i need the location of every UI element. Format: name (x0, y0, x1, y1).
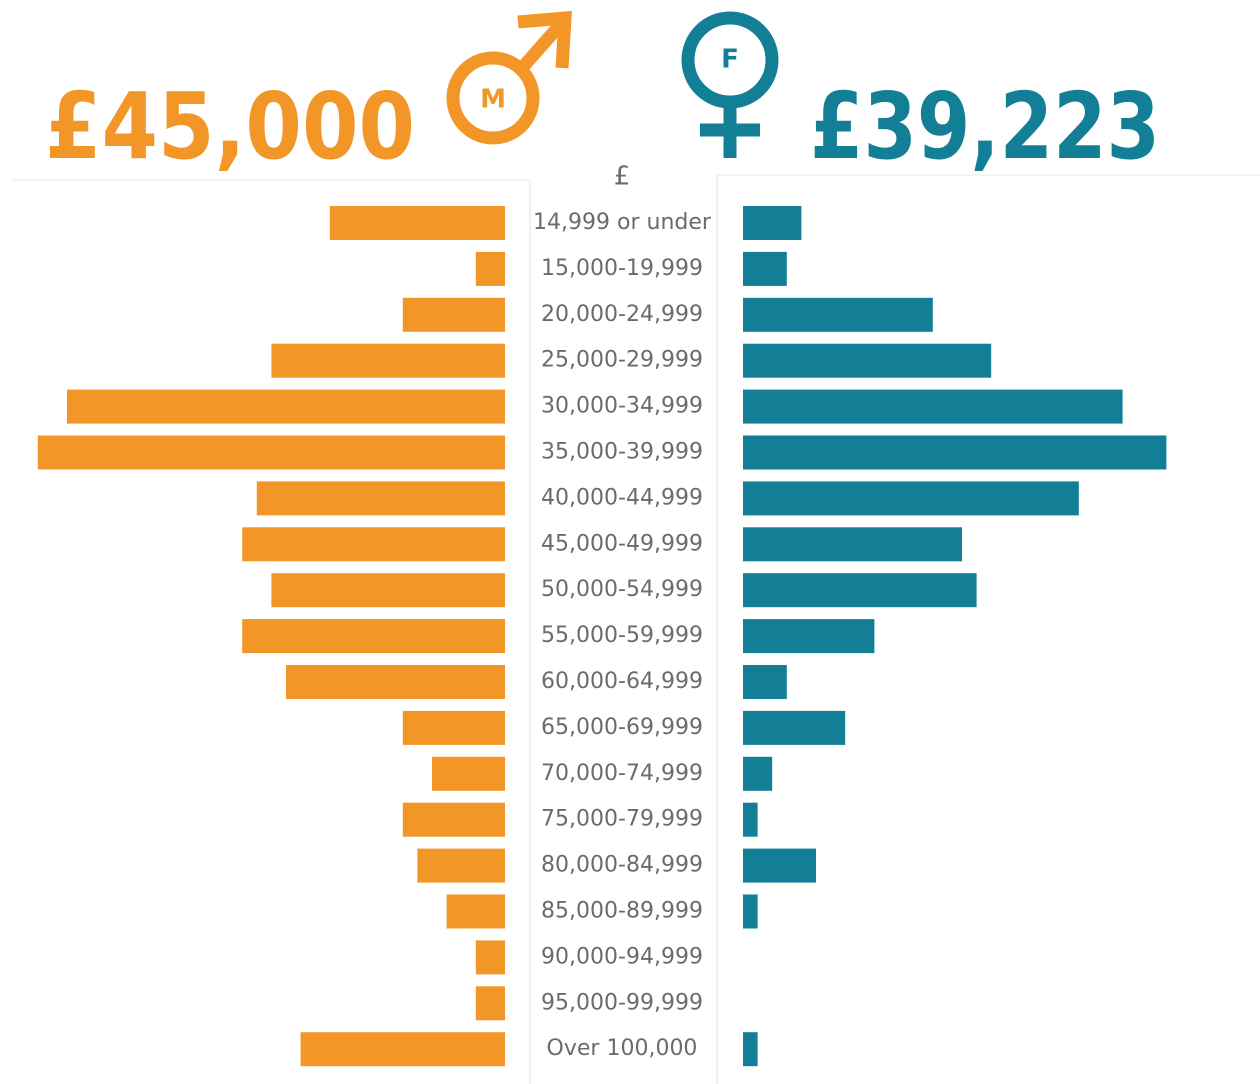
bar (743, 297, 933, 332)
bar (743, 435, 1167, 470)
bar (300, 1032, 505, 1067)
bar (67, 389, 505, 424)
bar (402, 710, 505, 745)
axis-label: £ (614, 162, 631, 192)
female-symbol: F (721, 45, 739, 75)
category-label: 35,000-39,999 (541, 440, 703, 465)
female-icon: F (681, 11, 779, 158)
category-label: 95,000-99,999 (541, 990, 703, 1015)
bar (743, 527, 962, 562)
category-label: 60,000-64,999 (541, 669, 703, 694)
bar (286, 665, 505, 699)
male-value: £45,000 (45, 73, 415, 180)
bar (743, 343, 992, 378)
bar (743, 481, 1079, 516)
category-label: 45,000-49,999 (541, 531, 703, 556)
bar (475, 251, 505, 286)
bar (402, 297, 505, 332)
category-label: 50,000-54,999 (541, 577, 703, 602)
bar (242, 527, 505, 562)
bar (475, 986, 505, 1021)
bar (256, 481, 505, 516)
category-label: 30,000-34,999 (541, 394, 703, 419)
male-icon: M (446, 10, 572, 145)
bar (743, 1032, 758, 1067)
bar (417, 848, 505, 883)
bar (743, 573, 977, 608)
bar (271, 573, 505, 608)
category-label: 55,000-59,999 (541, 623, 703, 648)
bar (743, 206, 802, 240)
bar (402, 802, 505, 837)
bar (242, 619, 505, 654)
category-label: 80,000-84,999 (541, 853, 703, 878)
category-label: 25,000-29,999 (541, 348, 703, 373)
male-symbol: M (480, 85, 506, 115)
category-label: 14,999 or under (533, 210, 712, 235)
category-label: 40,000-44,999 (541, 485, 703, 510)
category-label: 90,000-94,999 (541, 944, 703, 969)
category-label: 15,000-19,999 (541, 256, 703, 281)
bar (271, 343, 505, 378)
category-label: 75,000-79,999 (541, 807, 703, 832)
bar (743, 894, 758, 929)
bar (432, 756, 505, 791)
female-value: £39,223 (810, 73, 1160, 180)
category-label: 20,000-24,999 (541, 302, 703, 327)
bar (743, 665, 787, 699)
bar (743, 848, 816, 883)
bar (743, 389, 1123, 424)
category-label: 65,000-69,999 (541, 715, 703, 740)
category-label: Over 100,000 (547, 1036, 698, 1061)
bar (743, 756, 773, 791)
bar (743, 710, 846, 745)
category-label: 70,000-74,999 (541, 761, 703, 786)
bar (475, 940, 505, 975)
bar (743, 802, 758, 837)
bar (743, 251, 787, 286)
bar (743, 619, 875, 654)
category-label: 85,000-89,999 (541, 899, 703, 924)
bar (446, 894, 505, 929)
bar (37, 435, 506, 470)
bar (329, 206, 505, 240)
